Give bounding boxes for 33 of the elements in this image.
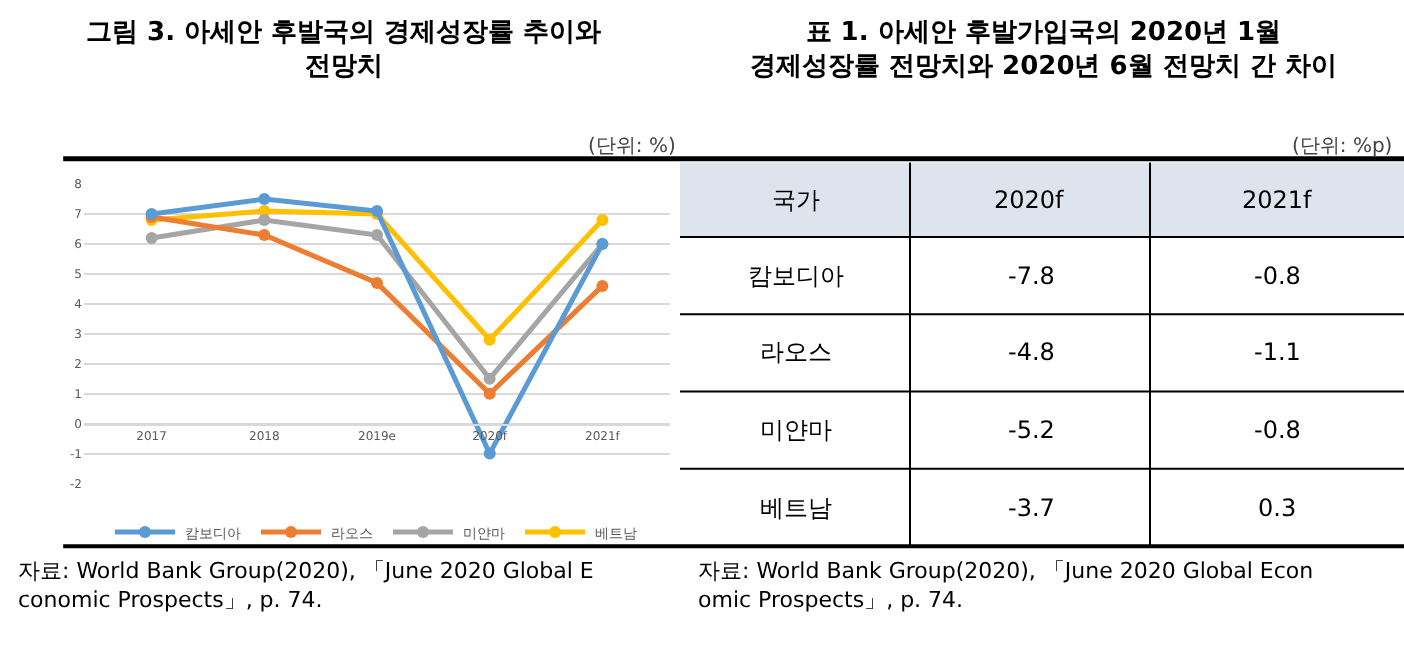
- y-axis-title: 국가: [772, 186, 820, 214]
- data-label: -5.2: [1008, 416, 1055, 444]
- data-label: -0.8: [1254, 416, 1301, 444]
- data-label: 0.3: [1258, 494, 1297, 522]
- chart-title: 표 1. 아세안 후발가입국의 2020년 1월 경제성장률 전망치와 2020년 6월 전망치 간 차이: [750, 18, 1337, 82]
- chart-subtitle: (단위: %): [588, 136, 676, 158]
- point: [483, 333, 496, 346]
- text: 자료: World Bank Group(2020), 「June 2020 Global Economic Prospects」, p. 74.: [18, 558, 594, 613]
- point: [596, 214, 609, 227]
- point: [371, 228, 383, 241]
- point: [371, 276, 383, 289]
- data-label: -4.8: [1008, 338, 1055, 366]
- x-tick-label: 2021f: [1242, 186, 1314, 214]
- data-label: -7.8: [1008, 262, 1055, 290]
- point: [483, 387, 496, 400]
- chart-subtitle: (단위: %p): [1292, 136, 1393, 158]
- y-tick-label: 라오스: [760, 338, 832, 366]
- point: [483, 372, 496, 385]
- text: 자료: World Bank Group(2020), 「June 2020 Global Economic Prospects」, p. 74.: [698, 558, 1314, 613]
- data-label: -3.7: [1008, 494, 1055, 522]
- point: [258, 193, 271, 206]
- point: [258, 228, 271, 241]
- point: [596, 279, 609, 292]
- data-label: -0.8: [1254, 262, 1301, 290]
- y-tick-label: 베트남: [760, 494, 832, 522]
- point: [145, 231, 158, 244]
- x-tick-label: 2020f: [994, 186, 1066, 214]
- point: [483, 447, 496, 460]
- y-tick-label: 미얀마: [760, 416, 832, 444]
- chart-title: 그림 3. 아세안 후발국의 경제성장률 추이와 전망치: [86, 18, 602, 82]
- data-label: -1.1: [1254, 338, 1301, 366]
- point: [258, 214, 271, 227]
- y-tick-label: 캄보디아: [748, 262, 844, 290]
